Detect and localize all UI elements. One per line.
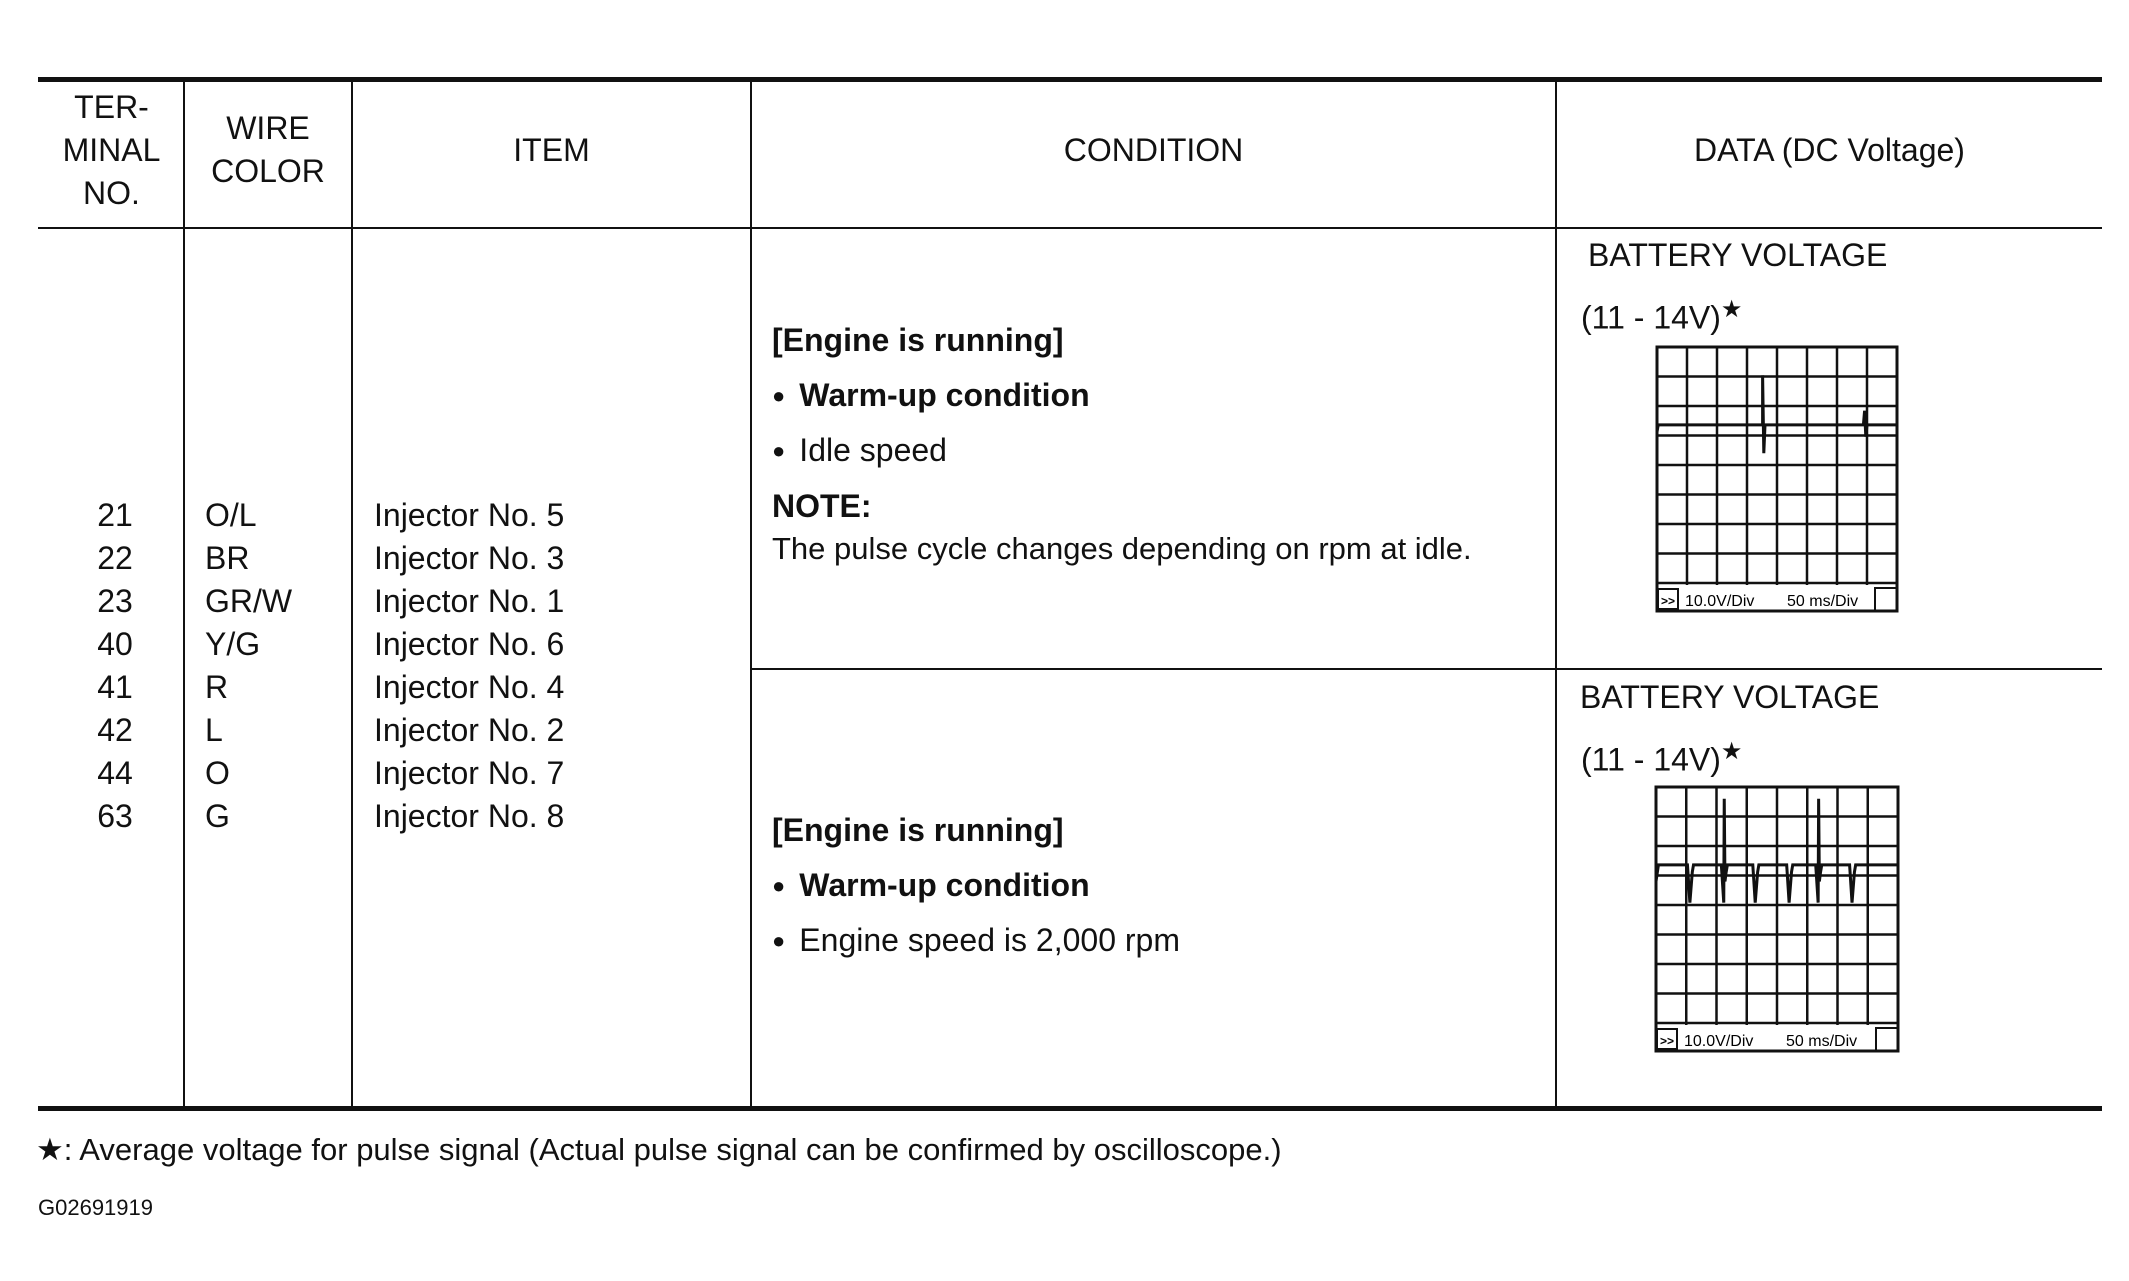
list-item: 44 [97, 755, 133, 791]
list-item: G [205, 798, 230, 834]
figure-id: G02691919 [38, 1195, 153, 1220]
condition-title: [Engine is running] [772, 812, 1064, 848]
header-line: MINAL [62, 132, 161, 168]
header-data: DATA (DC Voltage) [1694, 132, 1965, 168]
list-item: Injector No. 1 [374, 583, 565, 619]
footnote-text: : Average voltage for pulse signal (Actu… [63, 1132, 1282, 1167]
note-text: The pulse cycle changes depending on rpm… [772, 531, 1472, 566]
footnote: ★: Average voltage for pulse signal (Act… [36, 1128, 1282, 1171]
wire-color-list: O/L BR GR/W Y/G R L O G [205, 494, 292, 838]
list-item: Injector No. 4 [374, 669, 565, 705]
volt-div-label: 10.0V/Div [1685, 593, 1754, 610]
list-item: Injector No. 7 [374, 755, 565, 791]
star-icon: ★ [1720, 738, 1743, 765]
header-line: COLOR [211, 153, 325, 189]
scope-menu-button [1656, 1028, 1678, 1050]
header-wire-color: WIRE COLOR [185, 107, 351, 193]
star-icon: ★ [36, 1132, 64, 1167]
data-value: BATTERY VOLTAGE [1580, 679, 1880, 715]
list-item: 42 [97, 712, 133, 748]
col-line [351, 80, 353, 1108]
list-item: Injector No. 3 [374, 540, 565, 576]
list-item: Injector No. 2 [374, 712, 565, 748]
header-condition: CONDITION [1063, 132, 1244, 168]
condition-title: [Engine is running] [772, 322, 1064, 358]
list-item: L [205, 712, 223, 748]
waveform-trace [1654, 798, 1898, 903]
scope-menu-button [1657, 588, 1679, 610]
scope-button-label: >> [1661, 594, 1675, 608]
oscilloscope-waveform-idle: >> 10.0V/Div 50 ms/Div [1655, 345, 1899, 613]
scope-box [1875, 1027, 1899, 1052]
header-line: NO. [83, 175, 140, 211]
col-line [183, 80, 185, 1108]
list-item: Injector No. 6 [374, 626, 565, 662]
data-value: BATTERY VOLTAGE [1588, 237, 1888, 273]
list-item: Injector No. 8 [374, 798, 565, 834]
list-item: 23 [97, 583, 133, 619]
list-item: R [205, 669, 229, 705]
data-range: (11 - 14V)★ [1581, 730, 1742, 782]
bottom-rule [38, 1106, 2102, 1111]
condition-bullet: Warm-up condition [772, 864, 1089, 910]
header-terminal-no: TER- MINAL NO. [40, 86, 183, 215]
list-item: BR [205, 540, 250, 576]
list-item: 21 [97, 497, 133, 533]
list-item: Y/G [205, 626, 261, 662]
condition-bullet: Warm-up condition [772, 374, 1089, 420]
note-label: NOTE: [772, 488, 872, 524]
scope-box [1874, 587, 1898, 612]
col-line [750, 80, 752, 1108]
time-div-label: 50 ms/Div [1787, 593, 1858, 610]
data-range-text: (11 - 14V) [1581, 741, 1721, 778]
header-item: ITEM [513, 132, 590, 168]
row-divider [751, 668, 2102, 670]
data-range-text: (11 - 14V) [1581, 299, 1721, 336]
list-item: GR/W [205, 583, 293, 619]
header-line: WIRE [226, 110, 310, 146]
list-item: 22 [97, 540, 133, 576]
volt-div-label: 10.0V/Div [1684, 1033, 1753, 1050]
header-line: TER- [74, 89, 149, 125]
list-item: 40 [97, 626, 133, 662]
condition-bullet: Engine speed is 2,000 rpm [772, 919, 1180, 965]
list-item: 41 [97, 669, 133, 705]
scope-button-label: >> [1660, 1034, 1674, 1048]
terminal-list: 21 22 23 40 41 42 44 63 [60, 494, 170, 838]
condition-bullet: Idle speed [772, 429, 947, 475]
top-rule [38, 77, 2102, 82]
item-list: Injector No. 5 Injector No. 3 Injector No.… [374, 494, 564, 838]
oscilloscope-waveform-2000rpm: >> 10.0V/Div 50 ms/Div [1654, 785, 1900, 1053]
list-item: O/L [205, 497, 257, 533]
list-item: 63 [97, 798, 133, 834]
col-line [1555, 80, 1557, 1108]
star-icon: ★ [1720, 296, 1743, 323]
list-item: O [205, 755, 230, 791]
data-range: (11 - 14V)★ [1581, 288, 1742, 340]
time-div-label: 50 ms/Div [1786, 1033, 1857, 1050]
header-rule [38, 227, 2102, 229]
list-item: Injector No. 5 [374, 497, 565, 533]
waveform-trace [1655, 375, 1897, 454]
